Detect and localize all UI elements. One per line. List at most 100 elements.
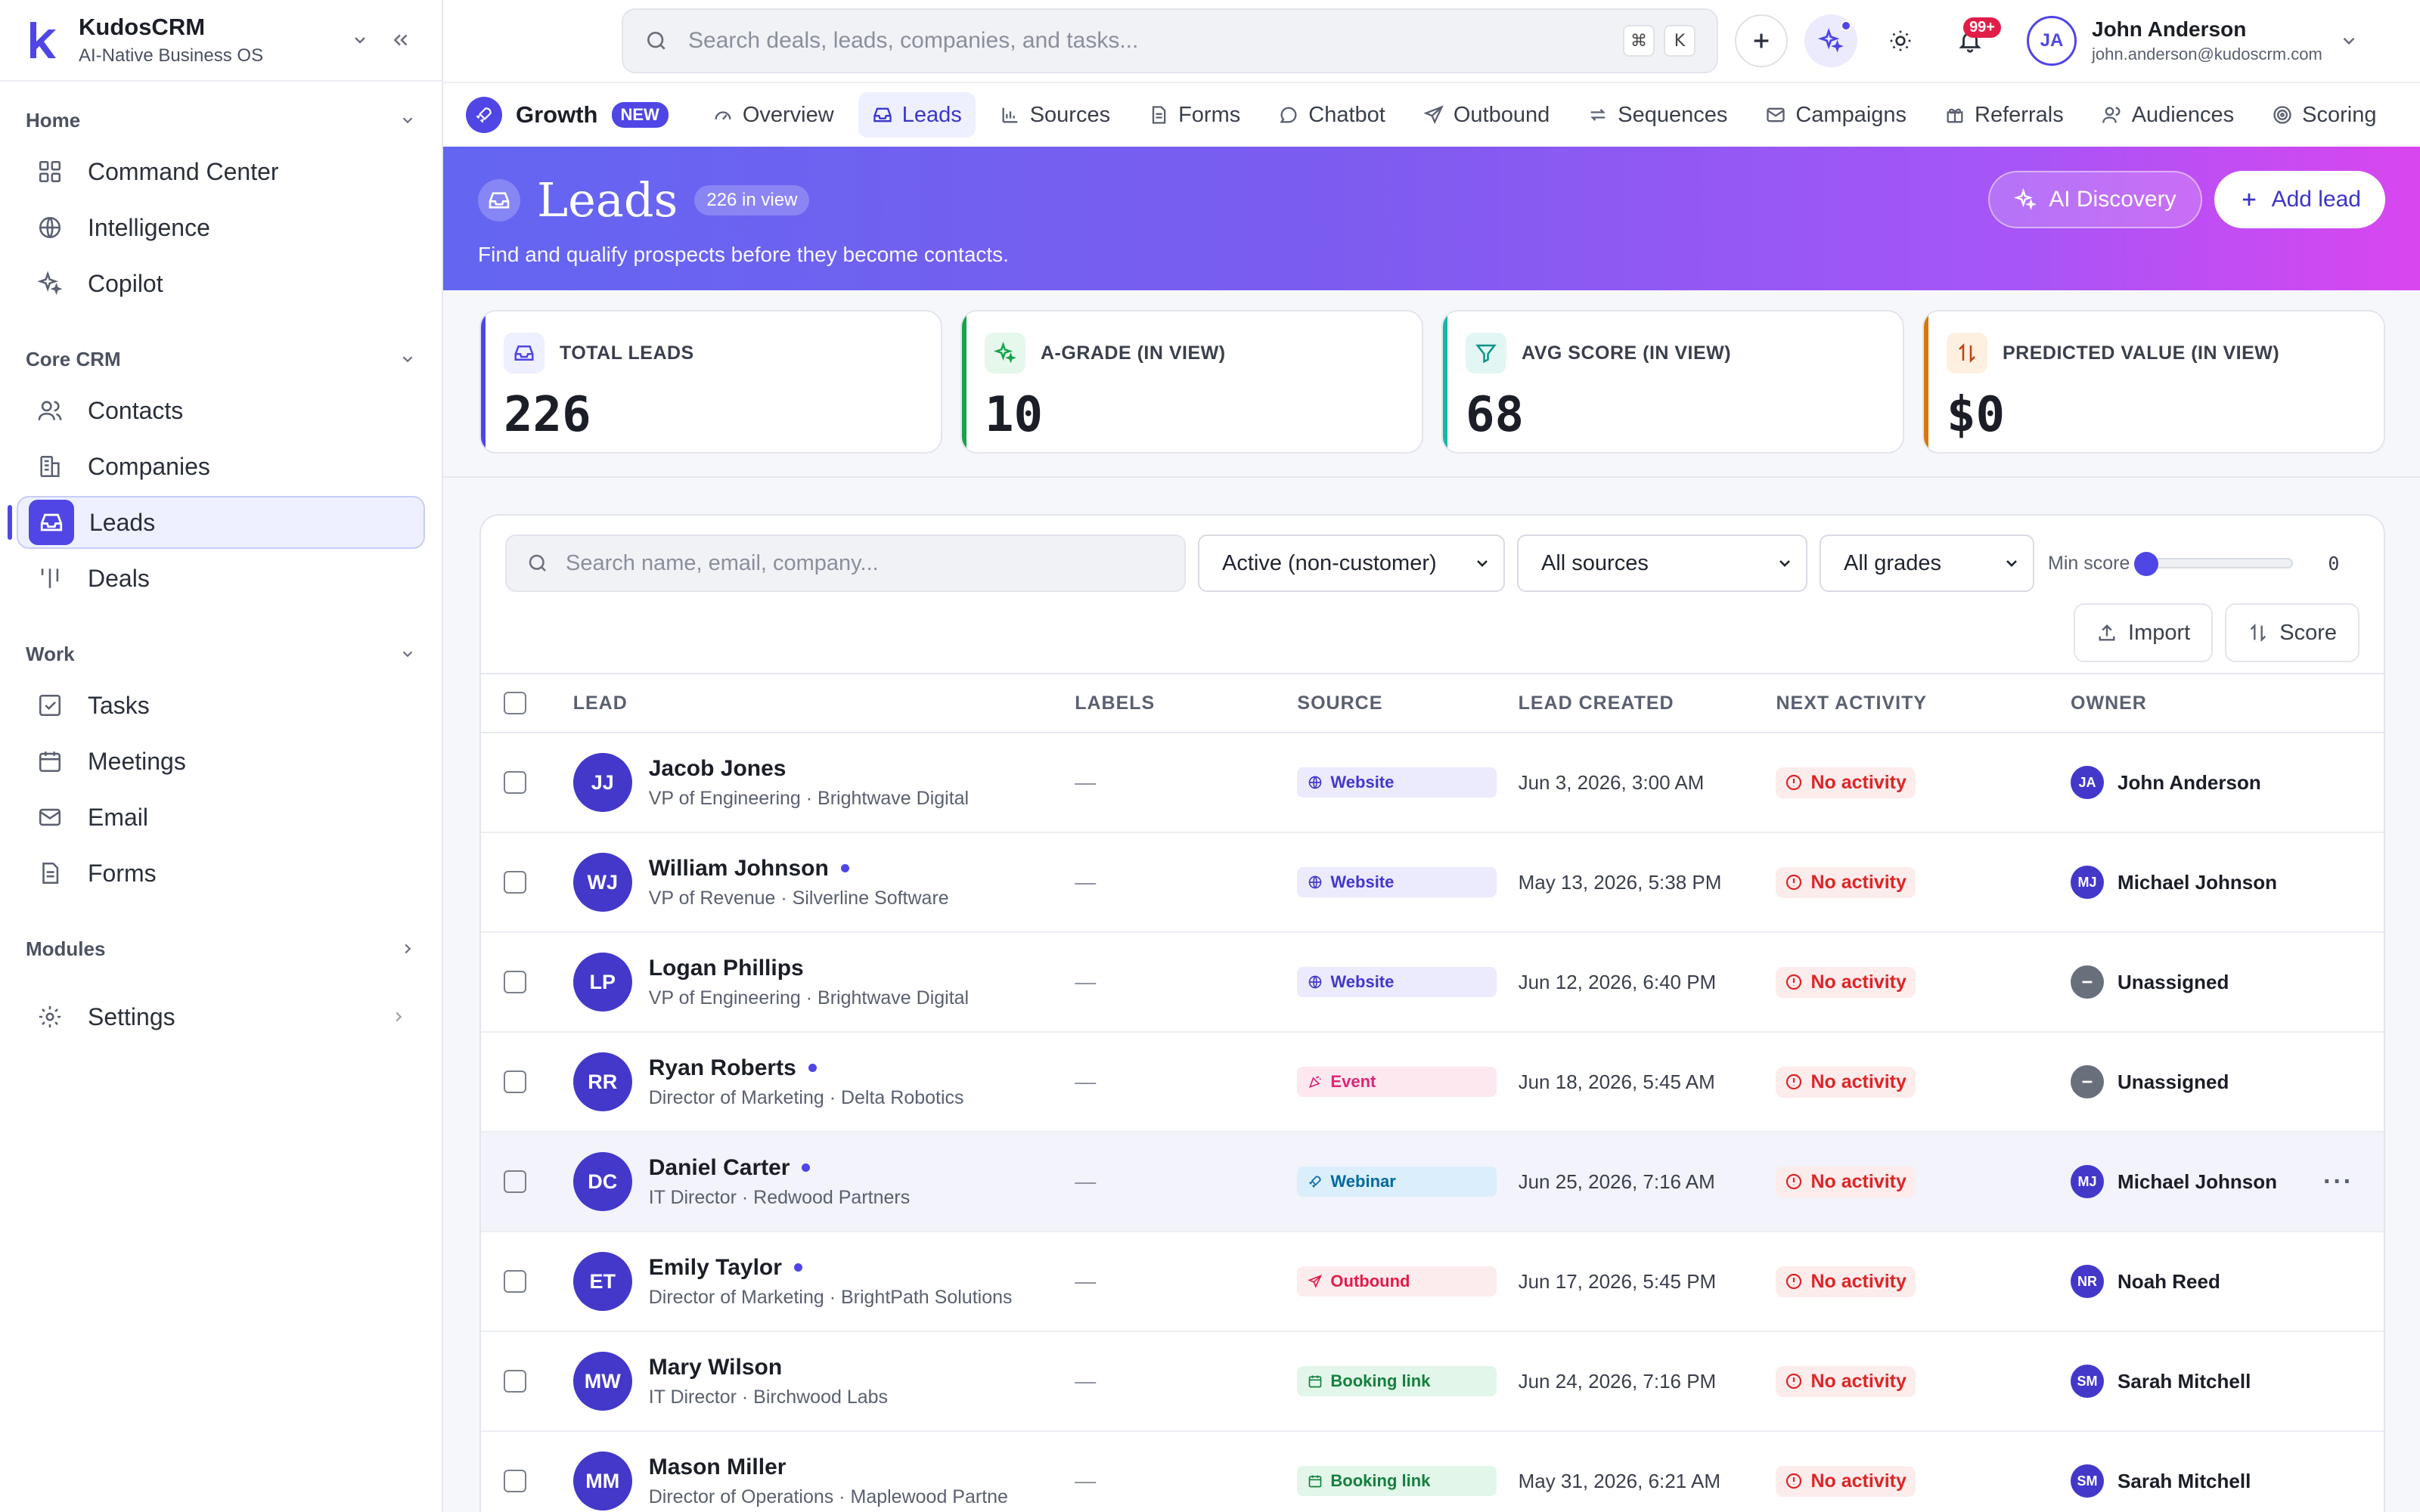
table-row[interactable]: RR Ryan Roberts Director of Marketing · … (481, 1032, 2384, 1132)
source-select[interactable]: All sources (1517, 534, 1807, 592)
tab-sequences[interactable]: Sequences (1574, 92, 1741, 138)
column-header-owner[interactable]: OWNER (2071, 692, 2147, 714)
sidebar-item-companies[interactable]: Companies (17, 440, 425, 493)
lead-name[interactable]: Daniel Carter (648, 1154, 790, 1180)
row-checkbox[interactable] (504, 1070, 526, 1093)
tab-leads[interactable]: Leads (858, 92, 976, 138)
lead-name[interactable]: Jacob Jones (648, 755, 786, 781)
sidebar-item-command-center[interactable]: Command Center (17, 145, 425, 198)
column-header-labels[interactable]: LABELS (1075, 692, 1156, 714)
chevron-down-icon[interactable] (345, 25, 375, 55)
lead-cell[interactable]: DC Daniel Carter IT Director · Redwood P… (572, 1152, 1075, 1211)
brand-header[interactable]: KudosCRM AI-Native Business OS (0, 0, 442, 82)
add-lead-button[interactable]: Add lead (2214, 171, 2385, 228)
table-row[interactable]: DC Daniel Carter IT Director · Redwood P… (481, 1132, 2384, 1232)
lead-cell[interactable]: MW Mary Wilson IT Director · Birchwood L… (572, 1352, 1075, 1411)
sidebar-item-contacts[interactable]: Contacts (17, 384, 425, 437)
score-button[interactable]: Score (2225, 603, 2360, 662)
column-header-next-activity[interactable]: NEXT ACTIVITY (1776, 692, 1928, 714)
next-activity-badge[interactable]: No activity (1776, 1465, 1916, 1497)
row-checkbox[interactable] (504, 1370, 526, 1393)
lead-name[interactable]: Mary Wilson (648, 1354, 783, 1380)
row-checkbox[interactable] (504, 1470, 526, 1492)
next-activity-badge[interactable]: No activity (1776, 1166, 1916, 1198)
nav-section-modules[interactable]: Modules (0, 927, 442, 971)
sidebar-item-deals[interactable]: Deals (17, 552, 425, 605)
next-activity-badge[interactable]: No activity (1776, 1266, 1916, 1297)
lead-cell[interactable]: WJ William Johnson VP of Revenue · Silve… (572, 853, 1075, 912)
table-row[interactable]: LP Logan Phillips VP of Engineering · Br… (481, 932, 2384, 1032)
row-checkbox[interactable] (504, 971, 526, 993)
nav-section-home[interactable]: Home (0, 98, 442, 142)
table-row[interactable]: JJ Jacob Jones VP of Engineering · Brigh… (481, 733, 2384, 832)
row-checkbox[interactable] (504, 1270, 526, 1293)
tab-campaigns[interactable]: Campaigns (1751, 92, 1920, 138)
column-header-source[interactable]: SOURCE (1297, 692, 1383, 714)
owner-cell[interactable]: Unassigned (2071, 1065, 2384, 1098)
slider-thumb[interactable] (2134, 552, 2159, 576)
owner-cell[interactable]: MJ Michael Johnson (2071, 866, 2384, 899)
table-row[interactable]: WJ William Johnson VP of Revenue · Silve… (481, 832, 2384, 932)
nav-section-work[interactable]: Work (0, 632, 442, 676)
lead-cell[interactable]: LP Logan Phillips VP of Engineering · Br… (572, 953, 1075, 1012)
owner-cell[interactable]: JA John Anderson (2071, 766, 2384, 799)
lead-name[interactable]: Mason Miller (648, 1454, 786, 1479)
column-header-lead[interactable]: LEAD (572, 692, 628, 714)
tab-referrals[interactable]: Referrals (1931, 92, 2077, 138)
next-activity-badge[interactable]: No activity (1776, 767, 1916, 798)
lead-name[interactable]: Logan Phillips (648, 955, 804, 981)
select-all-checkbox[interactable] (504, 692, 526, 714)
sidebar-item-copilot[interactable]: Copilot (17, 257, 425, 310)
row-checkbox[interactable] (504, 1170, 526, 1193)
column-header-lead-created[interactable]: LEAD CREATED (1518, 692, 1674, 714)
grade-select[interactable]: All grades (1820, 534, 2034, 592)
table-row[interactable]: MM Mason Miller Director of Operations ·… (481, 1431, 2384, 1512)
nav-section-core-crm[interactable]: Core CRM (0, 337, 442, 381)
row-checkbox[interactable] (504, 771, 526, 794)
next-activity-badge[interactable]: No activity (1776, 966, 1916, 998)
module-title[interactable]: Growth NEW (466, 97, 669, 133)
tab-forms[interactable]: Forms (1134, 92, 1254, 138)
min-score-slider[interactable] (2134, 552, 2294, 576)
sidebar-item-tasks[interactable]: Tasks (17, 679, 425, 732)
lead-name[interactable]: William Johnson (648, 855, 829, 881)
tab-audiences[interactable]: Audiences (2088, 92, 2248, 138)
notifications-button[interactable]: 99+ (1944, 14, 2001, 67)
ai-assistant-button[interactable] (1804, 14, 1857, 67)
next-activity-badge[interactable]: No activity (1776, 1066, 1916, 1098)
sidebar-item-email[interactable]: Email (17, 791, 425, 844)
collapse-sidebar-icon[interactable] (386, 25, 416, 55)
more-actions-icon[interactable]: ··· (2323, 1167, 2353, 1196)
tab-scoring[interactable]: Scoring (2258, 92, 2390, 138)
tab-overview[interactable]: Overview (699, 92, 848, 138)
lead-name[interactable]: Ryan Roberts (648, 1055, 796, 1080)
owner-cell[interactable]: NR Noah Reed (2071, 1265, 2384, 1298)
sidebar-item-leads[interactable]: Leads (8, 496, 425, 549)
lead-name[interactable]: Emily Taylor (648, 1254, 782, 1280)
sidebar-item-intelligence[interactable]: Intelligence (17, 201, 425, 254)
leads-search-input[interactable]: Search name, email, company... (505, 534, 1186, 592)
lead-cell[interactable]: RR Ryan Roberts Director of Marketing · … (572, 1052, 1075, 1111)
tab-chatbot[interactable]: Chatbot (1264, 92, 1399, 138)
row-checkbox[interactable] (504, 871, 526, 894)
table-row[interactable]: MW Mary Wilson IT Director · Birchwood L… (481, 1331, 2384, 1431)
lead-cell[interactable]: ET Emily Taylor Director of Marketing · … (572, 1252, 1075, 1311)
owner-cell[interactable]: Unassigned (2071, 965, 2384, 999)
owner-cell[interactable]: MJ Michael Johnson ··· (2071, 1165, 2384, 1198)
sidebar-item-meetings[interactable]: Meetings (17, 735, 425, 788)
user-menu[interactable]: JA John Anderson john.anderson@kudoscrm.… (2027, 16, 2359, 66)
theme-toggle-button[interactable] (1874, 14, 1927, 67)
owner-cell[interactable]: SM Sarah Mitchell (2071, 1464, 2384, 1498)
next-activity-badge[interactable]: No activity (1776, 1365, 1916, 1397)
global-search[interactable]: Search deals, leads, companies, and task… (622, 8, 1718, 73)
sidebar-item-settings[interactable]: Settings (17, 990, 425, 1043)
tab-sources[interactable]: Sources (986, 92, 1124, 138)
ai-discovery-button[interactable]: AI Discovery (1988, 171, 2202, 228)
sidebar-item-forms[interactable]: Forms (17, 847, 425, 900)
owner-cell[interactable]: SM Sarah Mitchell (2071, 1365, 2384, 1398)
lead-cell[interactable]: MM Mason Miller Director of Operations ·… (572, 1452, 1075, 1510)
tab-outbound[interactable]: Outbound (1410, 92, 1563, 138)
status-select[interactable]: Active (non-customer) (1198, 534, 1505, 592)
lead-cell[interactable]: JJ Jacob Jones VP of Engineering · Brigh… (572, 753, 1075, 812)
next-activity-badge[interactable]: No activity (1776, 866, 1916, 898)
